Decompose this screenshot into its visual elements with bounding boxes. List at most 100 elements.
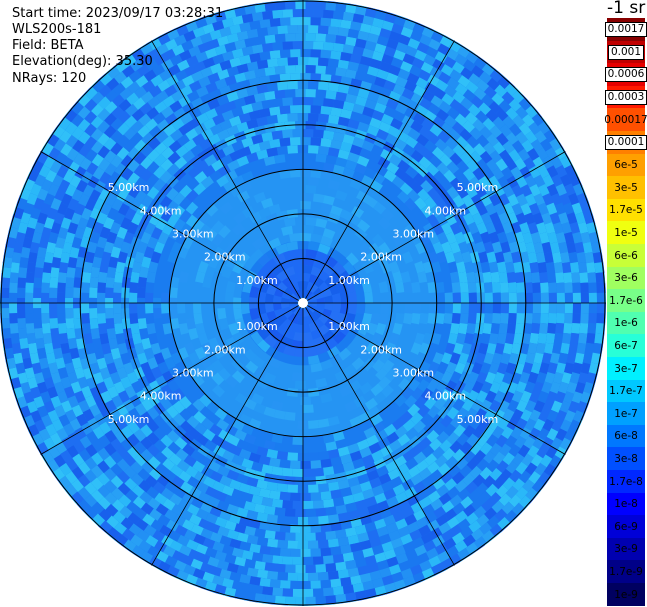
ppi-data-cell xyxy=(118,203,130,216)
ppi-data-cell xyxy=(292,588,303,597)
ppi-data-cell xyxy=(97,292,106,303)
ppi-data-cell xyxy=(238,448,252,460)
ppi-data-cell xyxy=(25,312,34,324)
ppi-data-cell xyxy=(418,156,432,170)
ppi-data-cell xyxy=(592,251,603,264)
ppi-data-cell xyxy=(62,352,73,365)
ppi-data-cell xyxy=(167,251,179,264)
ppi-data-cell xyxy=(379,533,392,545)
ppi-data-cell xyxy=(575,381,586,394)
ppi-data-cell xyxy=(420,387,434,401)
ppi-data-cell xyxy=(8,226,19,239)
ppi-data-cell xyxy=(572,312,581,324)
ppi-data-cell xyxy=(9,272,19,284)
ppi-data-cell xyxy=(388,439,402,452)
ppi-data-cell xyxy=(93,395,106,409)
ppi-data-cell xyxy=(423,540,437,552)
ppi-data-cell xyxy=(318,145,330,156)
ppi-data-cell xyxy=(117,251,128,264)
ppi-data-cell xyxy=(345,93,358,104)
ppi-data-cell xyxy=(511,140,525,154)
ppi-data-cell xyxy=(310,283,319,294)
ppi-data-cell xyxy=(83,333,93,345)
ppi-data-cell xyxy=(484,408,497,422)
ppi-data-cell xyxy=(65,277,75,289)
ppi-data-cell xyxy=(56,165,69,179)
ppi-data-cell xyxy=(69,347,80,360)
ppi-data-cell xyxy=(580,231,591,244)
ppi-data-cell xyxy=(131,212,143,226)
ppi-data-cell xyxy=(103,442,117,456)
ppi-data-cell xyxy=(281,297,290,303)
ppi-data-cell xyxy=(106,328,117,340)
ppi-data-cell xyxy=(518,97,532,111)
ppi-data-cell xyxy=(347,291,357,303)
ppi-data-cell xyxy=(214,78,228,90)
ppi-data-cell xyxy=(568,251,578,264)
ppi-data-cell xyxy=(418,69,432,82)
ppi-data-cell xyxy=(115,533,129,546)
ppi-data-cell xyxy=(492,476,506,490)
ppi-data-cell xyxy=(58,332,69,345)
ppi-data-cell xyxy=(511,203,524,216)
ppi-data-cell xyxy=(71,479,84,492)
ppi-data-cell xyxy=(242,280,253,294)
ppi-data-cell xyxy=(166,200,179,214)
ppi-data-cell xyxy=(303,129,314,138)
ppi-data-cell xyxy=(561,332,572,344)
ppi-data-cell xyxy=(462,449,476,463)
ppi-data-cell xyxy=(489,523,503,537)
ppi-data-cell xyxy=(114,323,124,335)
ppi-data-cell xyxy=(441,222,453,236)
ppi-data-cell xyxy=(147,48,160,61)
ppi-data-cell xyxy=(470,497,484,511)
ppi-data-cell xyxy=(227,434,240,447)
ppi-data-cell xyxy=(522,479,535,492)
ppi-data-cell xyxy=(455,457,469,471)
ppi-data-cell xyxy=(426,429,440,443)
ppi-data-cell xyxy=(524,130,538,144)
ppi-data-cell xyxy=(374,518,387,530)
ppi-data-cell xyxy=(356,303,365,315)
ppi-data-cell xyxy=(494,251,505,264)
ppi-data-cell xyxy=(370,180,383,193)
ppi-data-cell xyxy=(217,129,230,141)
ppi-data-cell xyxy=(179,544,192,557)
ppi-data-cell xyxy=(217,69,230,80)
ppi-data-cell xyxy=(36,246,47,259)
colorbar-swatch: 3e-5 xyxy=(607,176,645,200)
ppi-data-cell xyxy=(451,121,465,135)
ppi-data-cell xyxy=(41,303,50,314)
ppi-data-cell xyxy=(386,431,400,445)
ppi-data-cell xyxy=(169,493,183,506)
ppi-data-cell xyxy=(11,251,22,264)
ppi-data-cell xyxy=(318,81,329,91)
ppi-data-cell xyxy=(76,179,88,193)
ppi-data-cell xyxy=(77,499,91,512)
ppi-data-cell xyxy=(241,46,254,57)
ppi-data-cell xyxy=(157,514,171,527)
ppi-data-cell xyxy=(422,503,435,517)
ppi-data-cell xyxy=(466,457,480,471)
ppi-data-cell xyxy=(125,103,139,117)
ppi-data-cell xyxy=(310,49,322,58)
ppi-data-cell xyxy=(312,556,324,565)
ppi-data-cell xyxy=(219,119,233,131)
ppi-data-cell xyxy=(231,140,245,152)
ppi-data-cell xyxy=(436,162,450,175)
ppi-data-cell xyxy=(369,477,382,489)
ppi-data-cell xyxy=(120,154,134,168)
ppi-data-cell xyxy=(492,292,501,303)
ppi-data-cell xyxy=(149,85,162,98)
ppi-data-cell xyxy=(315,292,325,300)
ppi-data-cell xyxy=(327,114,340,125)
ppi-data-cell xyxy=(486,133,500,147)
ppi-data-cell xyxy=(568,342,578,355)
ppi-data-cell xyxy=(264,594,276,604)
ppi-data-cell xyxy=(486,434,499,448)
ppi-data-cell xyxy=(385,522,399,534)
ppi-data-cell xyxy=(521,453,534,467)
ppi-data-cell xyxy=(65,409,77,422)
ppi-data-cell xyxy=(549,352,560,365)
ppi-data-cell xyxy=(418,467,432,481)
